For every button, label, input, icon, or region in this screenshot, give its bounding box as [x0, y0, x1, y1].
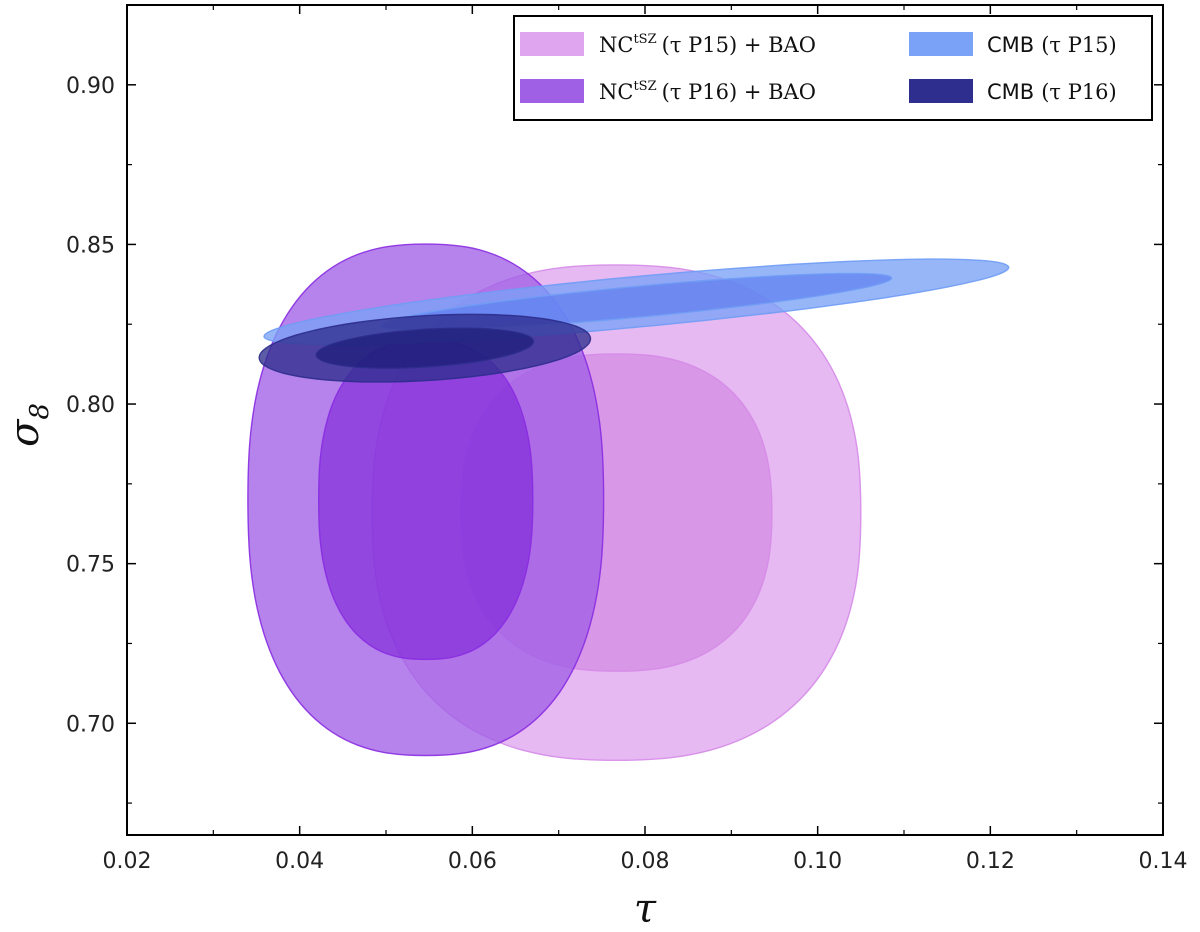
y-tick-label: 0.80 [66, 393, 115, 418]
x-tick-label: 0.10 [793, 849, 842, 874]
x-tick-label: 0.06 [448, 849, 497, 874]
legend-label-nc-p16: NCtSZ (τ P16) + BAO [599, 79, 816, 104]
svg-text:σ8: σ8 [2, 403, 55, 447]
legend-swatch-cmb-p16 [909, 79, 973, 103]
contour-cmb-p16-68 [315, 327, 535, 369]
x-tick-label: 0.04 [275, 849, 324, 874]
legend: NCtSZ (τ P15) + BAO NCtSZ (τ P16) + BAO CM… [513, 15, 1153, 121]
y-tick-label: 0.90 [66, 74, 115, 99]
legend-swatch-cmb-p15 [909, 32, 973, 56]
x-tick-label: 0.08 [621, 849, 670, 874]
x-tick-label: 0.14 [1139, 849, 1188, 874]
y-tick-label: 0.75 [66, 553, 115, 578]
y-tick-label: 0.70 [66, 712, 115, 737]
contour-layer [247, 243, 1010, 762]
x-tick-label: 0.02 [103, 849, 152, 874]
plot-frame [126, 4, 1164, 836]
contour-group-cmb-p16 [258, 313, 592, 383]
legend-label-nc-p15: NCtSZ (τ P15) + BAO [599, 32, 816, 57]
legend-label-cmb-p16: CMB (τ P16) [987, 80, 1117, 104]
legend-box [513, 15, 1153, 121]
y-axis-label-sub: 8 [25, 403, 55, 420]
legend-swatch-nc-p16 [520, 79, 584, 103]
legend-label-cmb-p15: CMB (τ P15) [987, 33, 1117, 57]
tick-layer: 0.02 0.04 0.06 0.08 0.10 0.12 0.14 0.70 0.75 0.80… [66, 5, 1187, 874]
legend-swatch-nc-p15 [520, 32, 584, 56]
x-axis-label: τ [634, 886, 657, 932]
contour-nc-p16-68 [317, 339, 534, 661]
x-tick-label: 0.12 [966, 849, 1015, 874]
y-tick-label: 0.85 [66, 233, 115, 258]
y-axis-label: σ8 [2, 403, 55, 447]
y-axis-label-main: σ [2, 418, 48, 447]
